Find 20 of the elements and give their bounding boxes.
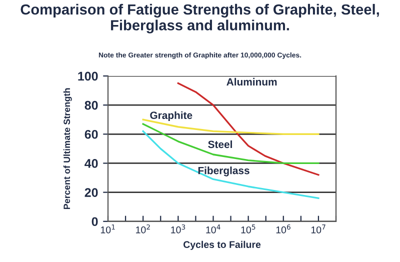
chart-title: Comparison of Fatigue Strengths of Graphite, Steel, Fiberglass and aluminum. <box>20 4 379 34</box>
y-tick-label: 100 <box>78 72 98 81</box>
x-tick-label: 10$^{1}$ <box>100 224 115 234</box>
x-axis-title: Cycles to Failure <box>184 240 261 250</box>
x-tick-label: 10$^{5}$ <box>241 224 256 234</box>
series-label: Steel <box>208 140 232 148</box>
y-tick-label: 40 <box>84 159 98 168</box>
series-label: Graphite <box>150 111 192 122</box>
y-tick-label: 60 <box>84 130 98 139</box>
x-tick-label: 10$^{7}$ <box>311 224 326 234</box>
series-label: Fiberglass <box>198 166 250 176</box>
y-axis-title: Percent of Ultimate Strength <box>63 88 72 210</box>
y-tick-label: 20 <box>84 188 98 197</box>
y-tick-label: 80 <box>84 100 98 110</box>
x-tick-label: 10$^{3}$ <box>171 224 186 234</box>
y-tick-label: 0 <box>92 217 98 226</box>
x-tick-label: 10$^{4}$ <box>206 224 220 234</box>
text: Aluminum <box>226 78 277 86</box>
x-tick-label: 10$^{2}$ <box>136 224 150 234</box>
x-tick-label: 10$^{6}$ <box>276 224 290 234</box>
